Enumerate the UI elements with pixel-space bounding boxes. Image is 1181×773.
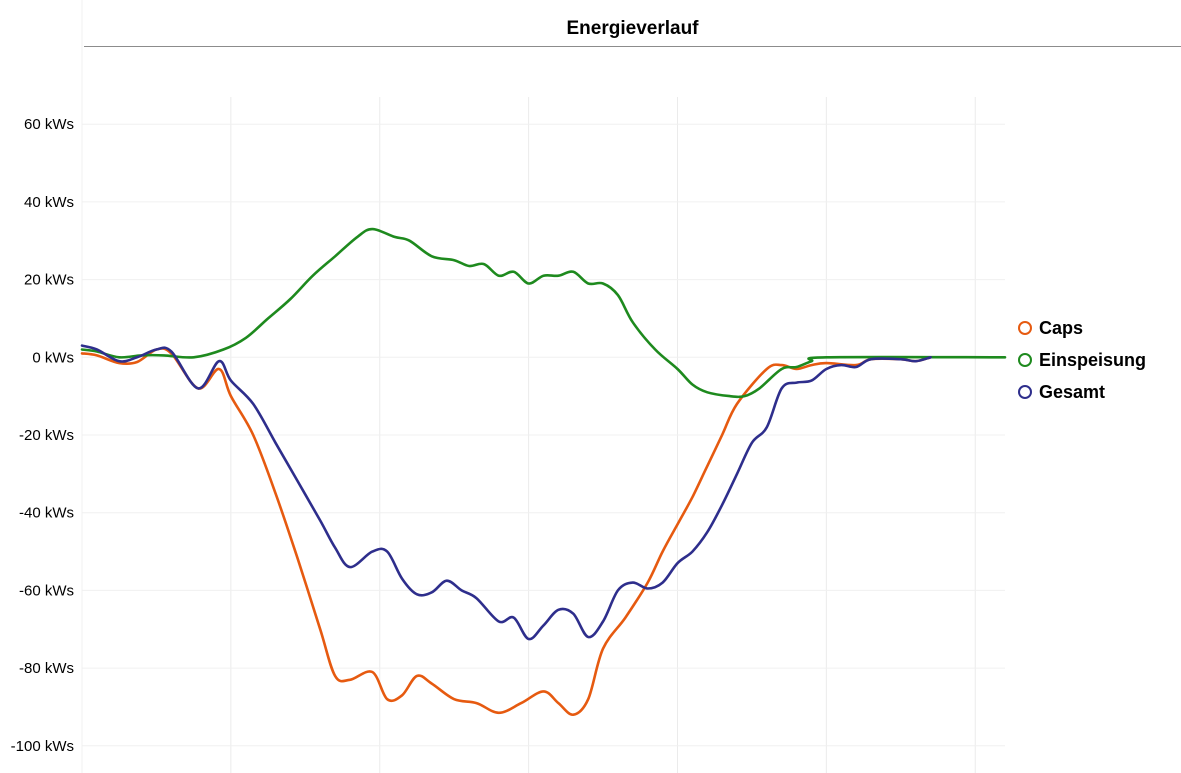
- y-tick-label-6: -60 kWs: [19, 582, 74, 599]
- y-tick-label-7: -80 kWs: [19, 660, 74, 677]
- y-tick-label-1: 40 kWs: [24, 194, 74, 211]
- legend: Caps Einspeisung Gesamt: [1018, 312, 1146, 408]
- legend-marker-einspeisung: [1018, 353, 1032, 367]
- y-axis: 60 kWs 40 kWs 20 kWs 0 kWs -20 kWs -40 kWs -60…: [11, 116, 74, 755]
- legend-label-caps: Caps: [1039, 317, 1084, 338]
- y-tick-label-8: -100 kWs: [11, 738, 74, 755]
- y-tick-label-2: 20 kWs: [24, 272, 74, 289]
- series-line-gesamt: [80, 344, 932, 641]
- legend-item-einspeisung[interactable]: Einspeisung: [1018, 344, 1146, 376]
- legend-marker-caps: [1018, 321, 1032, 335]
- y-tick-label-3: 0 kWs: [32, 349, 74, 366]
- legend-item-caps[interactable]: Caps: [1018, 312, 1146, 344]
- legend-label-einspeisung: Einspeisung: [1039, 349, 1147, 370]
- y-tick-label-5: -40 kWs: [19, 505, 74, 522]
- legend-item-gesamt[interactable]: Gesamt: [1018, 376, 1146, 408]
- title-divider: [84, 46, 1181, 47]
- y-tick-label-4: -20 kWs: [19, 427, 74, 444]
- series-line-caps: [80, 347, 932, 716]
- chart-title: Energieverlauf: [566, 18, 699, 39]
- series-line-einspeisung: [80, 227, 1007, 399]
- series-layer: [80, 227, 1007, 716]
- legend-marker-gesamt: [1018, 385, 1032, 399]
- grid-layer: [81, 0, 1005, 773]
- y-tick-label-0: 60 kWs: [24, 116, 74, 133]
- legend-label-gesamt: Gesamt: [1039, 381, 1106, 402]
